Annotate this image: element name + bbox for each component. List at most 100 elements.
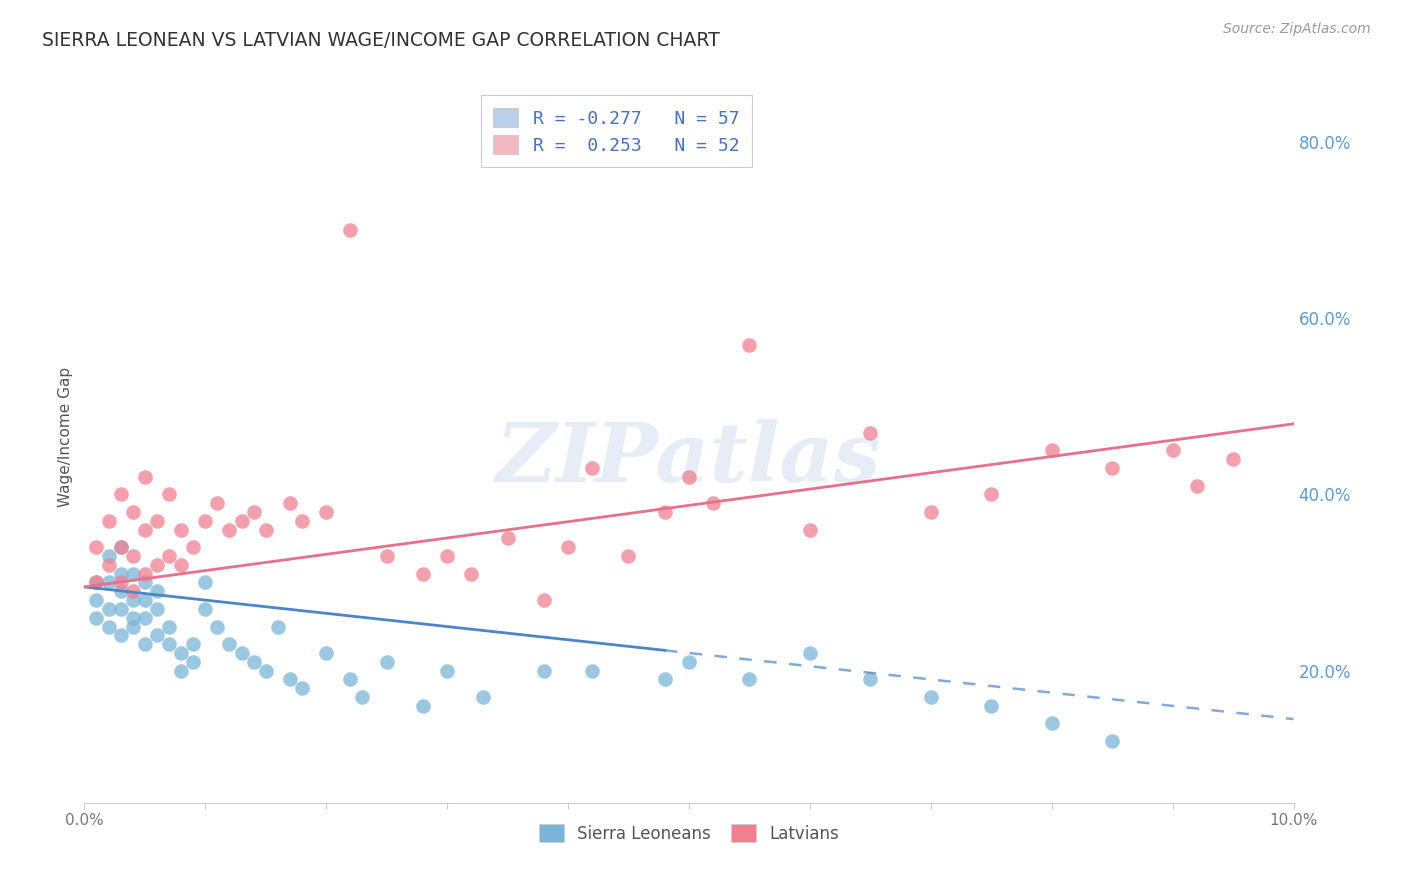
Point: [242, 655, 264, 669]
Point: [97, 575, 120, 590]
Point: [110, 540, 132, 554]
Point: [231, 514, 253, 528]
Point: [146, 602, 169, 616]
Point: [134, 593, 156, 607]
Legend: Sierra Leoneans, Latvians: Sierra Leoneans, Latvians: [533, 818, 845, 849]
Point: [170, 664, 193, 678]
Point: [207, 619, 229, 633]
Point: [86, 540, 108, 554]
Point: [146, 584, 169, 599]
Point: [242, 505, 264, 519]
Point: [291, 514, 314, 528]
Point: [231, 646, 253, 660]
Point: [254, 664, 277, 678]
Point: [110, 602, 132, 616]
Point: [110, 628, 132, 642]
Point: [278, 673, 301, 687]
Y-axis label: Wage/Income Gap: Wage/Income Gap: [58, 367, 73, 508]
Point: [170, 523, 193, 537]
Point: [339, 223, 361, 237]
Point: [557, 540, 579, 554]
Point: [97, 602, 120, 616]
Point: [97, 558, 120, 572]
Point: [134, 575, 156, 590]
Point: [738, 337, 761, 351]
Point: [436, 549, 458, 563]
Point: [157, 619, 180, 633]
Point: [181, 637, 204, 651]
Text: SIERRA LEONEAN VS LATVIAN WAGE/INCOME GAP CORRELATION CHART: SIERRA LEONEAN VS LATVIAN WAGE/INCOME GA…: [42, 31, 720, 50]
Text: Source: ZipAtlas.com: Source: ZipAtlas.com: [1223, 22, 1371, 37]
Point: [110, 566, 132, 581]
Point: [157, 637, 180, 651]
Point: [859, 425, 882, 440]
Point: [799, 523, 821, 537]
Point: [121, 611, 143, 625]
Point: [1101, 734, 1123, 748]
Point: [181, 540, 204, 554]
Point: [1040, 443, 1063, 458]
Point: [121, 566, 143, 581]
Point: [218, 637, 240, 651]
Point: [315, 646, 337, 660]
Point: [181, 655, 204, 669]
Point: [121, 584, 143, 599]
Point: [146, 514, 169, 528]
Point: [254, 523, 277, 537]
Point: [170, 646, 193, 660]
Point: [134, 637, 156, 651]
Point: [207, 496, 229, 510]
Point: [86, 611, 108, 625]
Point: [278, 496, 301, 510]
Point: [218, 523, 240, 537]
Point: [86, 575, 108, 590]
Point: [581, 664, 603, 678]
Point: [375, 655, 398, 669]
Point: [472, 690, 495, 704]
Point: [581, 461, 603, 475]
Point: [496, 532, 519, 546]
Point: [134, 523, 156, 537]
Point: [146, 628, 169, 642]
Point: [654, 505, 676, 519]
Point: [86, 593, 108, 607]
Point: [157, 549, 180, 563]
Point: [97, 549, 120, 563]
Point: [134, 611, 156, 625]
Point: [738, 673, 761, 687]
Point: [920, 505, 942, 519]
Point: [412, 566, 434, 581]
Point: [533, 664, 555, 678]
Point: [315, 505, 337, 519]
Point: [170, 558, 193, 572]
Point: [436, 664, 458, 678]
Point: [980, 487, 1002, 501]
Point: [920, 690, 942, 704]
Point: [121, 619, 143, 633]
Point: [859, 673, 882, 687]
Point: [352, 690, 374, 704]
Point: [97, 619, 120, 633]
Point: [121, 549, 143, 563]
Point: [339, 673, 361, 687]
Point: [1040, 716, 1063, 731]
Point: [146, 558, 169, 572]
Point: [267, 619, 290, 633]
Point: [194, 514, 217, 528]
Point: [110, 540, 132, 554]
Point: [194, 602, 217, 616]
Point: [702, 496, 724, 510]
Point: [980, 698, 1002, 713]
Point: [194, 575, 217, 590]
Point: [110, 575, 132, 590]
Point: [110, 584, 132, 599]
Point: [134, 469, 156, 483]
Point: [97, 514, 120, 528]
Point: [1161, 443, 1184, 458]
Point: [1185, 478, 1208, 492]
Point: [375, 549, 398, 563]
Point: [86, 575, 108, 590]
Point: [678, 469, 700, 483]
Point: [412, 698, 434, 713]
Point: [617, 549, 640, 563]
